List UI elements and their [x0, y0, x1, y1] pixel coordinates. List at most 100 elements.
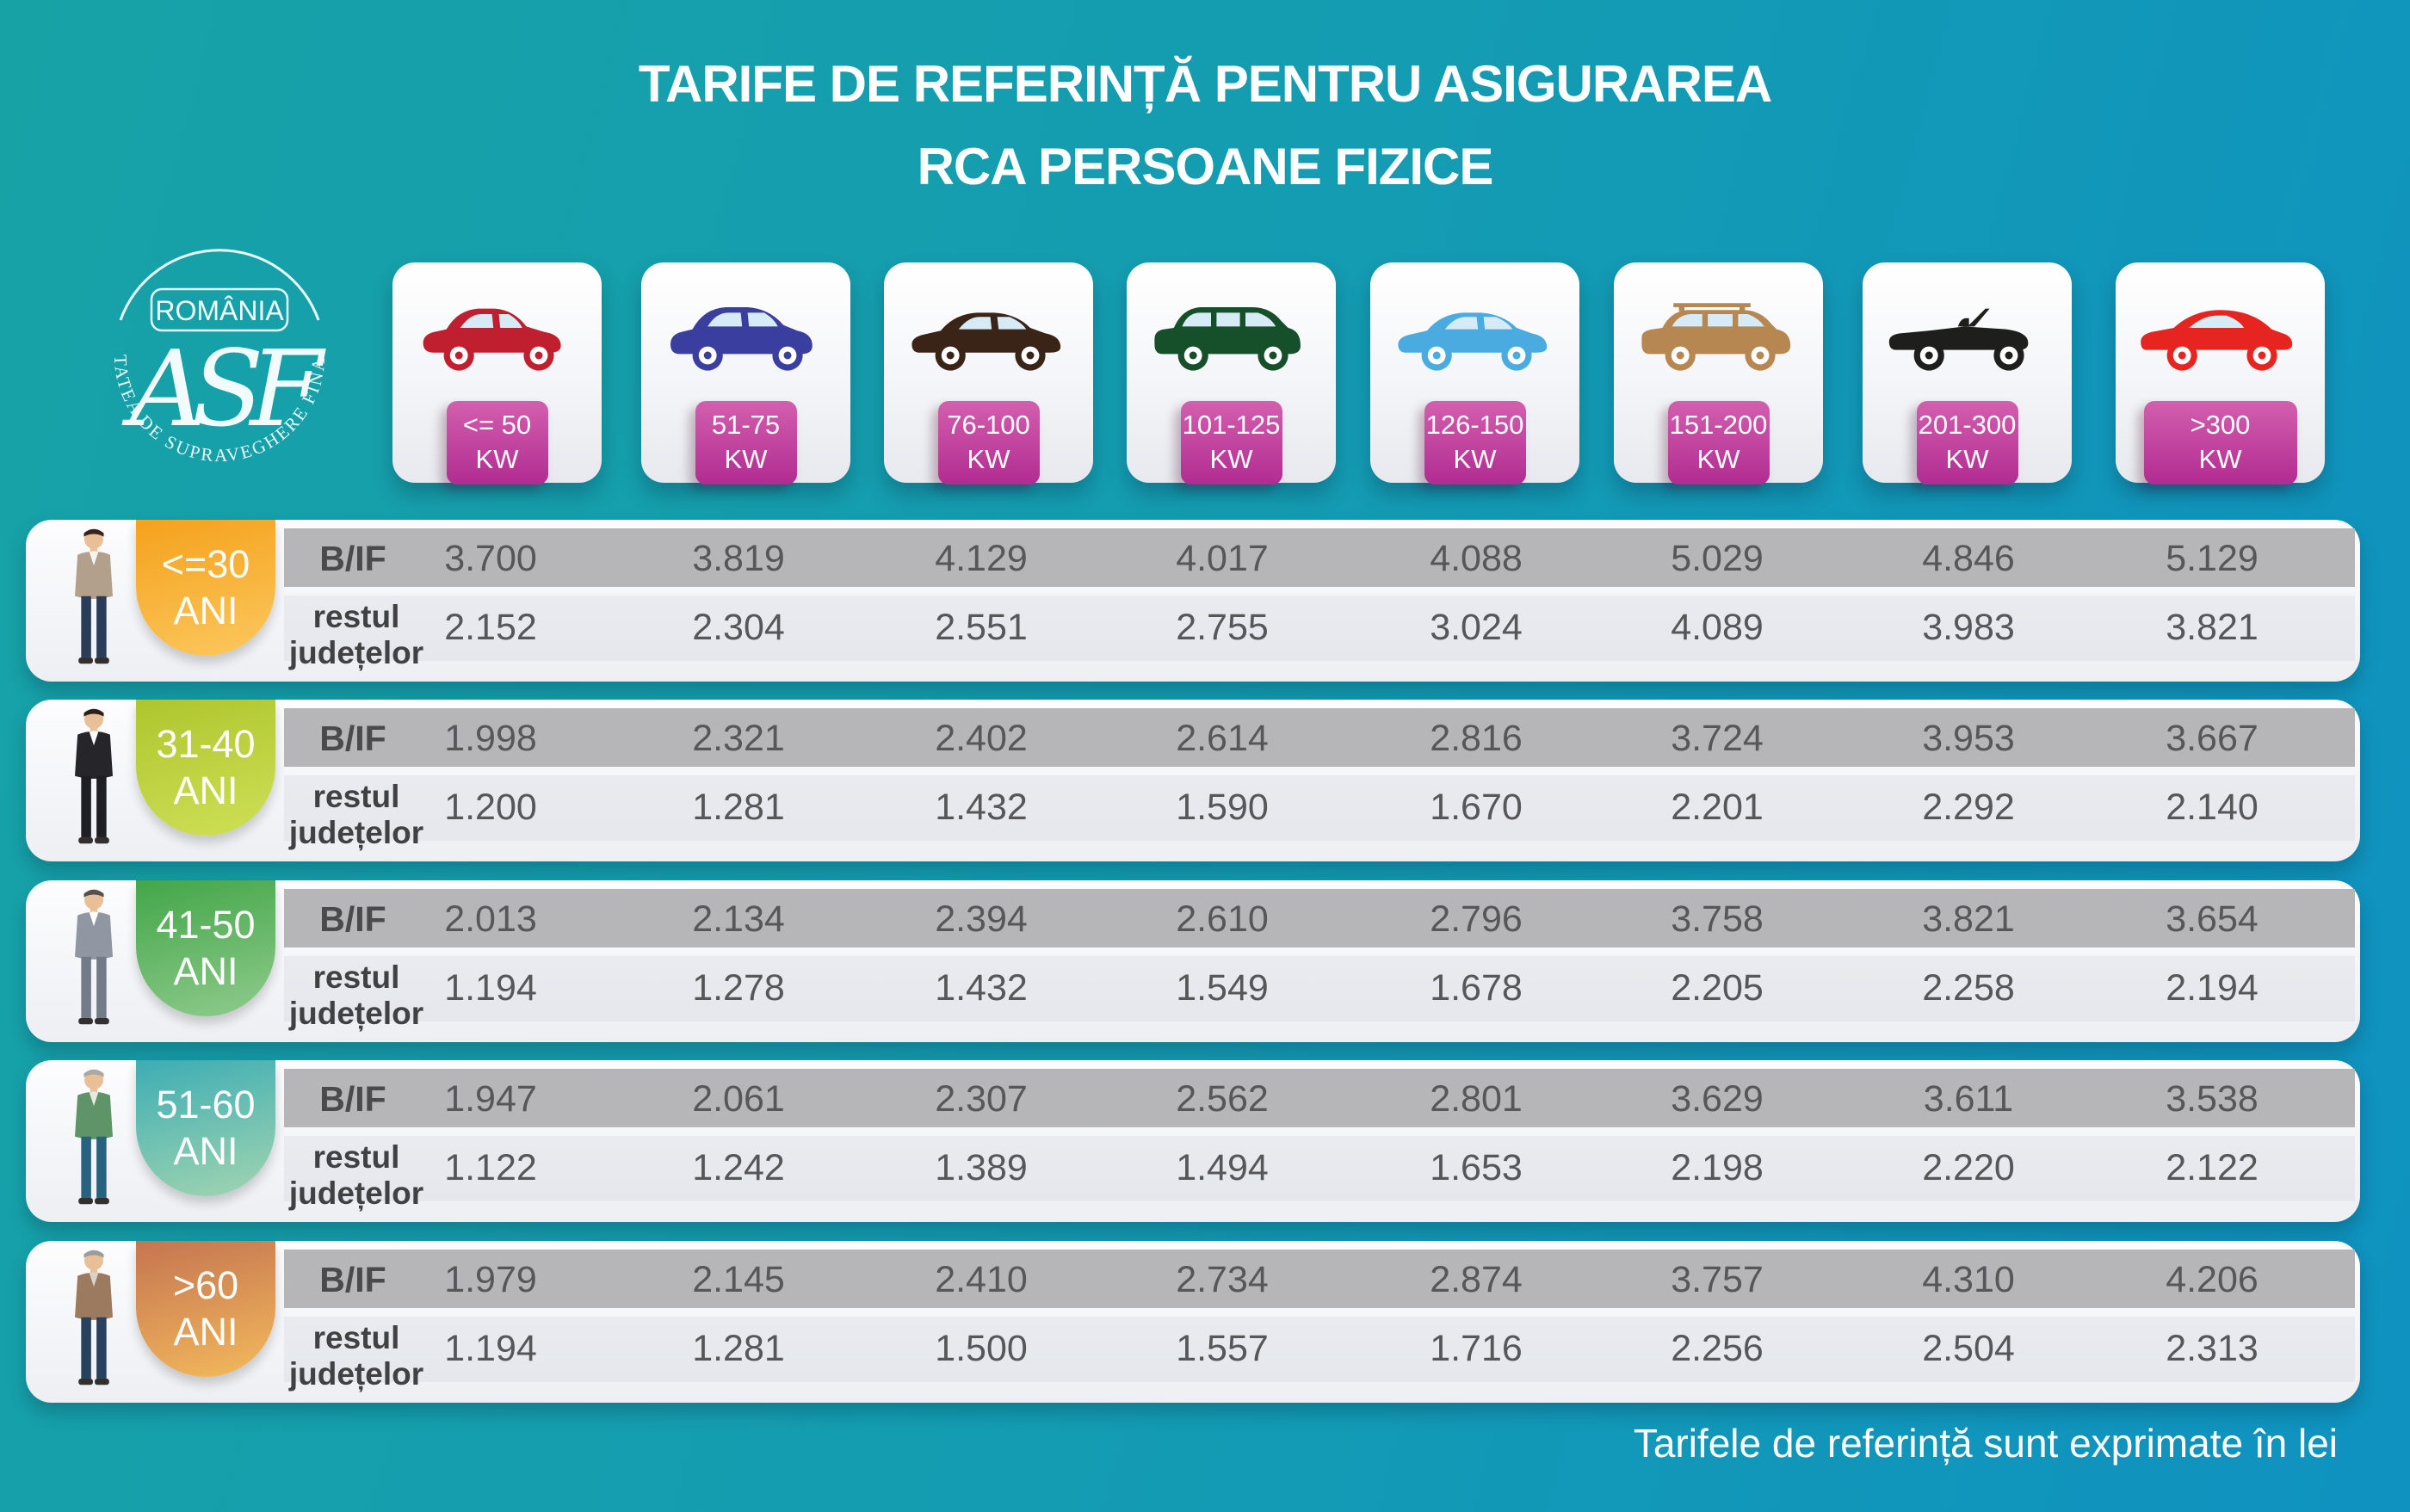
kw-unit: KW	[2198, 444, 2242, 474]
tariff-value: 2.198	[1671, 1147, 1764, 1188]
tariff-value: 1.432	[935, 787, 1028, 828]
tariff-value: 2.610	[1176, 898, 1269, 940]
tariff-value: 1.494	[1176, 1147, 1269, 1188]
footer-note: Tarifele de referință sunt exprimate în …	[1633, 1421, 2338, 1466]
bif-band	[284, 1069, 2355, 1127]
kw-range: 101-125	[1182, 410, 1281, 440]
tariff-value: 2.402	[935, 718, 1028, 759]
kw-range: 76-100	[947, 410, 1030, 440]
tariff-value: 3.724	[1671, 718, 1764, 759]
age-unit: ANI	[173, 768, 238, 812]
tariff-value: 4.088	[1430, 538, 1523, 579]
tariff-value: 2.140	[2166, 787, 2259, 828]
tariff-value: 2.551	[935, 607, 1028, 648]
tariff-value: 2.145	[692, 1259, 785, 1300]
tariff-value: 1.947	[444, 1078, 537, 1120]
tariff-value: 2.801	[1430, 1078, 1523, 1120]
tariff-value: 1.678	[1430, 967, 1523, 1009]
rest-line2: județelor	[288, 1176, 424, 1211]
logo-circle-arc	[119, 249, 320, 321]
age-group-row: 51-60 ANI B/IF restul județelor 1.947 2.…	[26, 1060, 2360, 1222]
bif-band	[284, 528, 2355, 587]
age-unit: ANI	[173, 589, 238, 633]
tariff-value: 2.755	[1176, 607, 1269, 648]
region-label-bif: B/IF	[319, 1079, 386, 1119]
rest-band	[284, 775, 2355, 841]
person-avatar	[75, 1250, 113, 1385]
rest-line2: județelor	[288, 996, 424, 1031]
rest-line1: restul	[312, 779, 400, 814]
tariff-value: 1.500	[935, 1328, 1028, 1369]
bif-band	[284, 889, 2355, 947]
tariff-value: 5.129	[2166, 538, 2259, 579]
tariff-value: 3.611	[1923, 1078, 2014, 1120]
rest-band	[284, 956, 2355, 1021]
tariff-value: 1.716	[1430, 1328, 1523, 1369]
tariff-value: 2.734	[1176, 1259, 1269, 1300]
tariff-value: 2.256	[1671, 1328, 1764, 1369]
kw-range: <= 50	[462, 410, 532, 440]
tariff-value: 5.029	[1671, 538, 1764, 579]
age-range-bubble: 51-60 ANI	[136, 1060, 275, 1196]
tariff-value: 2.307	[935, 1078, 1028, 1120]
tariff-value: 3.538	[2166, 1078, 2259, 1120]
age-group-row: 31-40 ANI B/IF restul județelor 1.998 2.…	[26, 700, 2360, 861]
tariff-value: 3.821	[1922, 898, 2015, 940]
car-sports-car-icon	[2140, 310, 2292, 371]
tariff-value: 1.242	[692, 1147, 785, 1188]
age-range-bubble: 31-40 ANI	[136, 700, 275, 836]
tariff-value: 3.024	[1430, 607, 1523, 648]
tariff-value: 1.432	[935, 967, 1028, 1009]
tariff-value: 4.310	[1922, 1259, 2015, 1300]
kw-unit: KW	[1945, 444, 1989, 474]
tariff-value: 3.700	[444, 538, 537, 579]
rest-band	[284, 596, 2355, 661]
rest-line1: restul	[312, 960, 400, 995]
kw-range-badge: 151-200 KW	[1667, 401, 1770, 484]
age-group-row: >60 ANI B/IF restul județelor 1.979 2.14…	[26, 1241, 2360, 1403]
tariff-value: 2.304	[692, 607, 785, 648]
age-range: 51-60	[156, 1083, 256, 1126]
car-sedan-icon	[1397, 312, 1547, 371]
region-label-rest: restul județelor	[274, 1139, 439, 1212]
power-column-card: 151-200 KW	[1614, 262, 1823, 484]
tariff-value: 1.549	[1176, 967, 1269, 1009]
rest-line2: județelor	[288, 815, 424, 850]
tariff-value: 4.089	[1671, 607, 1764, 648]
age-range-bubble: >60 ANI	[136, 1241, 275, 1377]
car-minivan-icon	[1153, 307, 1301, 371]
tariff-value: 2.410	[935, 1259, 1028, 1300]
kw-range-badge: >300 KW	[2143, 401, 2297, 484]
tariff-value: 3.819	[692, 538, 785, 579]
kw-unit: KW	[1696, 444, 1740, 474]
kw-range: 201-300	[1918, 410, 2017, 440]
title-line-1: TARIFE DE REFERINȚĂ PENTRU ASIGURAREA	[638, 55, 1772, 113]
tariff-value: 3.953	[1922, 718, 2015, 759]
tariff-value: 1.122	[444, 1147, 537, 1188]
tariff-value: 3.629	[1671, 1078, 1764, 1120]
region-label-rest: restul județelor	[274, 779, 439, 851]
tariff-value: 2.816	[1430, 718, 1523, 759]
tariff-value: 2.013	[444, 898, 537, 940]
logo-monogram: ASF	[121, 328, 327, 450]
age-unit: ANI	[173, 1129, 238, 1173]
power-column-card: 76-100 KW	[884, 262, 1093, 484]
tariff-value: 3.821	[2166, 607, 2259, 648]
kw-range-badge: 201-300 KW	[1916, 401, 2018, 484]
kw-range-badge: <= 50 KW	[446, 401, 548, 484]
tariff-value: 1.194	[444, 1328, 537, 1369]
rest-line1: restul	[312, 1139, 400, 1175]
tariff-value: 1.998	[444, 718, 537, 759]
tariff-value: 1.670	[1430, 787, 1523, 828]
age-range: 31-40	[156, 722, 256, 766]
tariff-value: 2.258	[1922, 967, 2015, 1009]
car-convertible-icon	[1888, 308, 2028, 371]
tariff-value: 2.122	[2166, 1147, 2259, 1188]
asf-romania-logo: ROMÂNIA ASF AUTORITATEA DE SUPRAVEGHERE …	[47, 243, 341, 466]
power-column-card: 101-125 KW	[1127, 262, 1336, 484]
person-avatar	[75, 708, 113, 844]
rest-line2: județelor	[288, 1356, 424, 1392]
kw-unit: KW	[1209, 444, 1253, 474]
tariff-value: 2.134	[692, 898, 785, 940]
tariff-value: 2.614	[1176, 718, 1269, 759]
